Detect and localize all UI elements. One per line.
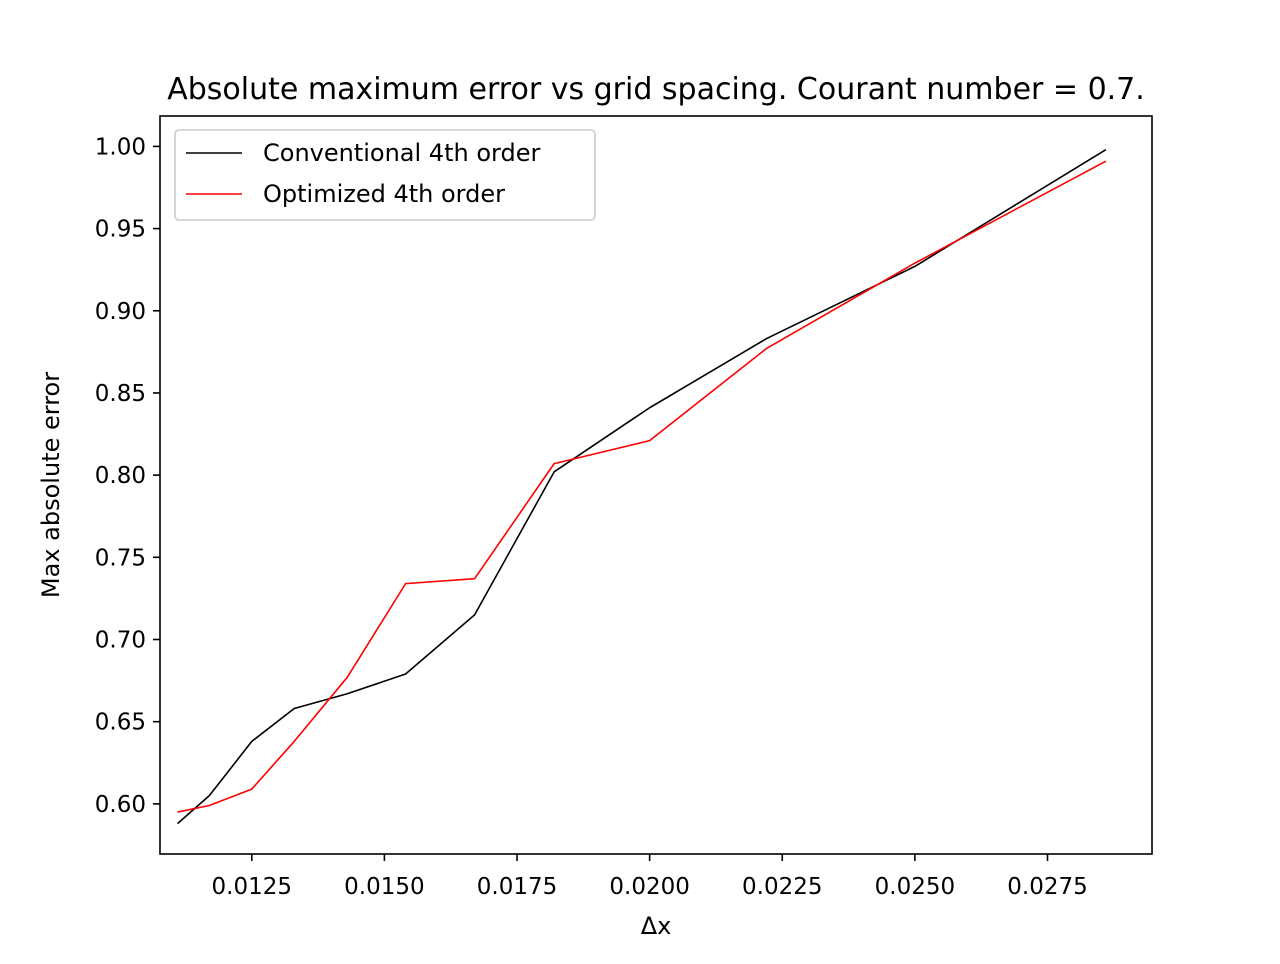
y-tick-label: 0.75 [95, 545, 146, 571]
y-tick-label: 0.85 [95, 381, 146, 407]
legend-entries: Conventional 4th order Optimized 4th orde… [186, 139, 540, 208]
y-tick-label: 1.00 [95, 134, 146, 160]
y-tick-label: 0.65 [95, 710, 146, 736]
legend: Conventional 4th order Optimized 4th orde… [174, 129, 596, 221]
x-tick-label: 0.0200 [609, 874, 689, 900]
y-axis-ticks: 0.60 0.65 0.70 0.75 0.80 0.85 0.90 0.95 1.00 [95, 134, 160, 818]
x-tick-label: 0.0275 [1007, 874, 1087, 900]
legend-label-2: Optimized 4th order [263, 180, 505, 208]
x-tick-label: 0.0250 [875, 874, 955, 900]
x-tick-label: 0.0150 [344, 874, 424, 900]
x-tick-label: 0.0175 [477, 874, 557, 900]
y-tick-label: 0.90 [95, 299, 146, 325]
y-tick-label: 0.95 [95, 217, 146, 243]
y-tick-label: 0.60 [95, 792, 146, 818]
y-tick-label: 0.70 [95, 628, 146, 654]
chart-title: Absolute maximum error vs grid spacing. … [167, 72, 1145, 107]
x-tick-label: 0.0125 [212, 874, 292, 900]
series-layer [176, 149, 1107, 825]
x-tick-label: 0.0225 [742, 874, 822, 900]
plot-frame [159, 115, 1153, 855]
x-axis-label: Δx [641, 912, 672, 940]
x-axis-ticks: 0.0125 0.0150 0.0175 0.0200 0.0225 0.0250 0.02… [212, 854, 1088, 900]
legend-label-1: Conventional 4th order [263, 139, 540, 167]
series-line-2 [177, 160, 1107, 813]
legend-frame [174, 129, 596, 221]
series-line-1 [176, 149, 1107, 825]
y-tick-label: 0.80 [95, 463, 146, 489]
y-axis-label: Max absolute error [37, 372, 65, 598]
